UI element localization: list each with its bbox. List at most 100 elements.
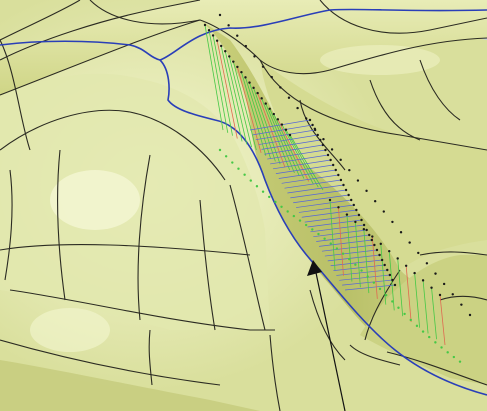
toolpath-point <box>328 198 332 202</box>
projection-line <box>265 103 295 174</box>
hatch-line <box>264 144 323 155</box>
toolpath-point <box>350 198 353 202</box>
contour-point <box>421 330 425 333</box>
contour-point <box>280 205 283 209</box>
toolpath-point <box>451 293 454 296</box>
toolpath-point <box>355 208 358 212</box>
toolpath-point <box>356 179 360 182</box>
toolpath-point <box>215 39 219 42</box>
toolpath-point <box>337 206 340 209</box>
toolpath-point <box>442 282 446 286</box>
projection-line <box>380 243 387 305</box>
hatch-line <box>293 194 349 204</box>
toolpath-point <box>360 218 363 222</box>
toolpath-point <box>276 118 280 121</box>
projection-line <box>253 87 281 165</box>
toolpath-point <box>326 153 330 157</box>
contour-point <box>231 161 234 164</box>
toolpath-point <box>460 303 463 306</box>
contour-point <box>384 293 388 297</box>
contour-point <box>218 148 222 152</box>
contour-point <box>366 275 369 278</box>
toolpath-point <box>434 272 437 275</box>
toolpath-point <box>438 293 442 297</box>
toolpath-point <box>288 133 292 137</box>
toolpath-point <box>308 118 312 122</box>
toolpath-point <box>417 251 420 255</box>
toolpath-point <box>305 117 308 120</box>
toolpath-point <box>357 213 361 217</box>
contour-point <box>274 200 277 204</box>
projection-line <box>232 61 257 151</box>
toolpath-point <box>321 143 325 147</box>
surface-highlight <box>320 45 440 75</box>
toolpath-point <box>330 148 334 151</box>
contour-point <box>224 155 228 158</box>
toolpath-point <box>399 231 403 234</box>
contour-point <box>409 318 412 322</box>
toolpath-point <box>396 257 399 260</box>
toolpath-point <box>261 65 265 68</box>
projection-line <box>216 40 238 139</box>
hatch-line <box>252 124 313 136</box>
surface-top-ridge <box>0 0 487 95</box>
toolpath-point <box>365 228 368 232</box>
hatch-line <box>301 209 357 218</box>
hatch-line <box>321 244 375 252</box>
contour-point <box>434 341 437 344</box>
toolpath-point <box>365 189 368 193</box>
projection-line <box>269 108 300 176</box>
hatch-line <box>249 119 311 131</box>
toolpath-hatching <box>204 24 446 346</box>
toolpath-point <box>244 44 248 48</box>
contour-point <box>341 252 345 255</box>
contour-point <box>458 360 462 363</box>
toolpath-point <box>375 248 379 252</box>
toolpath-point <box>232 60 235 63</box>
contour-point <box>249 179 252 182</box>
toolpath-point <box>339 158 342 162</box>
contour-point <box>237 167 240 170</box>
hatch-line <box>281 174 339 184</box>
toolpath-point <box>316 133 319 137</box>
hatch-line <box>336 269 388 276</box>
hatch-line <box>258 134 318 145</box>
contour-point <box>255 185 259 188</box>
toolpath-point <box>252 86 255 90</box>
toolpath-point <box>287 96 291 99</box>
toolpath-point <box>207 29 211 32</box>
toolpath-point <box>260 97 263 100</box>
surface-bottom-shadow <box>0 360 260 411</box>
toolpath-point <box>337 173 340 177</box>
toolpath-point <box>319 138 322 142</box>
hatch-line <box>327 254 380 262</box>
hatch-line <box>270 154 329 165</box>
projection-line <box>249 82 276 162</box>
toolpath-point <box>378 253 381 257</box>
projection-line <box>208 30 229 133</box>
contour-point <box>397 306 400 309</box>
toolpath-point <box>468 313 472 317</box>
toolpath-point <box>379 242 382 246</box>
toolpath-point <box>334 168 337 172</box>
toolpath-point <box>279 86 282 89</box>
contour-point <box>317 232 320 236</box>
toolpath-point <box>373 243 376 247</box>
toolpath-curve <box>159 59 487 396</box>
projection-line <box>224 51 248 145</box>
toolpath-point <box>203 23 207 27</box>
toolpath-point <box>413 271 416 275</box>
hatch-line <box>278 169 336 179</box>
surface-right-slope <box>260 60 487 270</box>
contour-point <box>372 281 376 284</box>
toolpath-point <box>218 13 222 17</box>
projection-line <box>273 113 305 179</box>
hatch-line <box>275 164 334 174</box>
projection-line <box>397 258 404 317</box>
toolpath-point <box>296 106 299 110</box>
projection-line <box>329 199 336 271</box>
contour-point <box>286 210 289 213</box>
toolpath-point <box>339 178 343 182</box>
